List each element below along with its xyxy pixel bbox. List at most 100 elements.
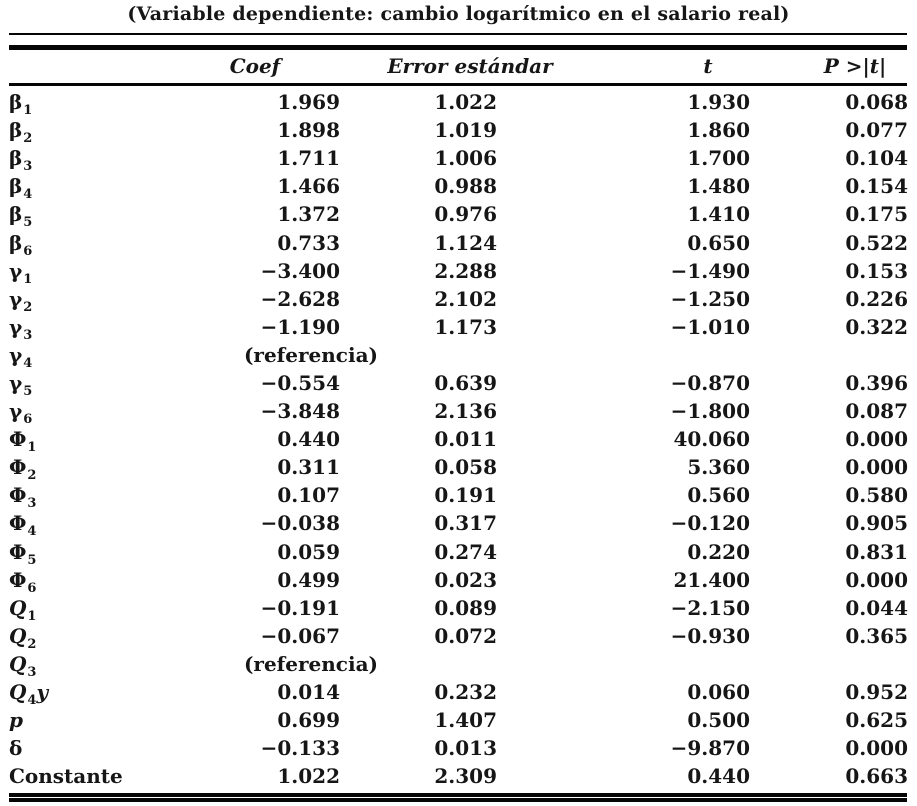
- table-row: Q4y 0.014 0.232 0.060 0.952: [9, 678, 908, 709]
- cell-coef: 0.311: [277, 455, 340, 480]
- cell-error-estandar: 0.274: [434, 539, 497, 564]
- cell-coef: −3.848: [260, 399, 340, 424]
- cell-coef: −1.190: [260, 314, 340, 339]
- cell-t: −0.870: [670, 370, 750, 395]
- cell-coef: 0.440: [277, 427, 340, 452]
- cell-t: −0.930: [670, 623, 750, 648]
- cell-coef: 0.107: [277, 483, 340, 508]
- top-rule-thick: [9, 45, 907, 50]
- cell-t: −2.150: [670, 595, 750, 620]
- cell-coef: −0.191: [260, 595, 340, 620]
- cell-p-value: 0.522: [845, 230, 908, 255]
- cell-coef: −0.038: [260, 511, 340, 536]
- cell-p-value: 0.580: [845, 483, 908, 508]
- table-row: Constante 1.022 2.309 0.440 0.663: [9, 762, 908, 790]
- cell-p-value: 0.226: [845, 286, 908, 311]
- cell-p-value: 0.663: [845, 764, 908, 789]
- table-row: Φ2 0.311 0.058 5.360 0.000: [9, 453, 908, 482]
- table-row: γ4 (referencia): [9, 341, 908, 370]
- row-label: δ: [9, 736, 23, 761]
- cell-t: 40.060: [673, 427, 750, 452]
- cell-t: −9.870: [670, 736, 750, 761]
- cell-coef: 1.022: [277, 764, 340, 789]
- cell-error-estandar: 2.102: [434, 286, 497, 311]
- cell-p-value: 0.104: [845, 146, 908, 171]
- bottom-rule-thin: [9, 798, 907, 802]
- table-row: β4 1.466 0.988 1.480 0.154: [9, 172, 908, 201]
- cell-error-estandar: 1.124: [434, 230, 497, 255]
- row-label: Φ4: [9, 511, 37, 540]
- row-label: Φ6: [9, 567, 37, 596]
- cell-p-value: 0.087: [845, 399, 908, 424]
- cell-error-estandar: 2.309: [434, 764, 497, 789]
- cell-p-value: 0.396: [845, 370, 908, 395]
- table-row: p 0.699 1.407 0.500 0.625: [9, 706, 908, 734]
- table-row: γ6 −3.848 2.136 −1.800 0.087: [9, 397, 908, 426]
- cell-p-value: 0.365: [845, 623, 908, 648]
- cell-error-estandar: 0.011: [434, 427, 497, 452]
- row-label: β1: [9, 90, 33, 119]
- cell-p-value: 0.000: [845, 567, 908, 592]
- header-separator-rule: [9, 83, 907, 86]
- table-body: β1 1.969 1.022 1.930 0.068 β2 1.898 1.019 1.860 0…: [9, 88, 908, 790]
- cell-error-estandar: 0.988: [434, 174, 497, 199]
- cell-error-estandar: 0.317: [434, 511, 497, 536]
- table-row: Φ6 0.499 0.023 21.400 0.000: [9, 566, 908, 596]
- cell-error-estandar: 1.022: [434, 90, 497, 115]
- cell-p-value: 0.077: [845, 118, 908, 143]
- cell-error-estandar: 1.006: [434, 146, 497, 171]
- table-row: γ5 −0.554 0.639 −0.870 0.396: [9, 369, 908, 399]
- cell-p-value: 0.322: [845, 314, 908, 339]
- cell-t: 1.480: [687, 174, 750, 199]
- cell-error-estandar: 0.058: [434, 455, 497, 480]
- table-row: γ2 −2.628 2.102 −1.250 0.226: [9, 285, 908, 314]
- cell-coef: 1.372: [277, 202, 340, 227]
- cell-p-value: 0.905: [845, 511, 908, 536]
- cell-coef: −0.133: [260, 736, 340, 761]
- cell-t: −0.120: [670, 511, 750, 536]
- table-row: β1 1.969 1.022 1.930 0.068: [9, 88, 908, 119]
- cell-error-estandar: 2.288: [434, 258, 497, 283]
- cell-t: 0.650: [687, 230, 750, 255]
- cell-error-estandar: 0.023: [434, 567, 497, 592]
- table-row: β6 0.733 1.124 0.650 0.522: [9, 228, 908, 258]
- cell-t: 0.440: [687, 764, 750, 789]
- cell-error-estandar: 0.072: [434, 623, 497, 648]
- cell-t: 1.410: [687, 202, 750, 227]
- row-label: Φ5: [9, 539, 37, 568]
- cell-t: 0.560: [687, 483, 750, 508]
- row-label: β5: [9, 202, 33, 231]
- table-row: β5 1.372 0.976 1.410 0.175: [9, 200, 908, 231]
- bottom-rule-thick: [9, 793, 907, 797]
- cell-p-value: 0.153: [845, 258, 908, 283]
- cell-coef: 0.733: [277, 230, 340, 255]
- table-caption: (Variable dependiente: cambio logarítmic…: [127, 3, 790, 25]
- cell-error-estandar: 0.191: [434, 483, 497, 508]
- cell-t: 1.700: [687, 146, 750, 171]
- cell-p-value: 0.952: [845, 680, 908, 705]
- table-header-row: Coef Error estándar t P >|t|: [0, 54, 917, 82]
- cell-coef: −0.554: [260, 370, 340, 395]
- table-row: β3 1.711 1.006 1.700 0.104: [9, 144, 908, 173]
- cell-coef: −2.628: [260, 286, 340, 311]
- cell-coef: −0.067: [260, 623, 340, 648]
- row-label: Q2: [9, 623, 37, 652]
- cell-coef: 1.898: [277, 118, 340, 143]
- cell-t: 1.930: [687, 90, 750, 115]
- cell-error-estandar: 0.232: [434, 680, 497, 705]
- row-label: Φ3: [9, 483, 37, 512]
- cell-t: 0.220: [687, 539, 750, 564]
- table-row: γ3 −1.190 1.173 −1.010 0.322: [9, 313, 908, 342]
- table-row: Q2 −0.067 0.072 −0.930 0.365: [9, 622, 908, 652]
- cell-coef: 0.699: [277, 708, 340, 733]
- cell-coef: (referencia): [243, 651, 378, 676]
- row-label: γ5: [9, 370, 33, 399]
- top-rule-thin: [9, 33, 907, 35]
- cell-coef: 0.014: [277, 680, 340, 705]
- row-label: Q4y: [9, 680, 49, 709]
- cell-t: −1.250: [670, 286, 750, 311]
- table-row: Φ1 0.440 0.011 40.060 0.000: [9, 425, 908, 454]
- column-header-error-estandar: Error estándar: [387, 54, 553, 78]
- cell-p-value: 0.044: [845, 595, 908, 620]
